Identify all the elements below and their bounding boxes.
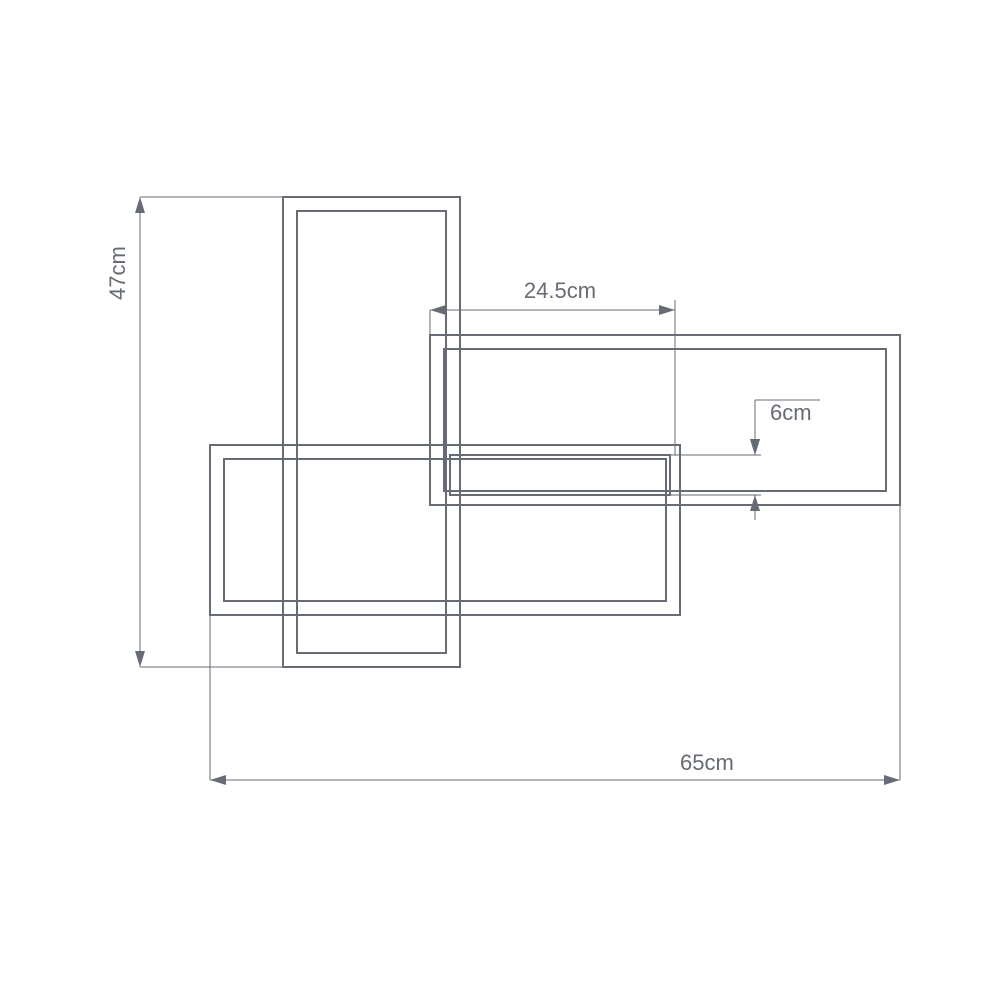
dimension-drawing: 47cm 65cm 24.5cm 6cm [0, 0, 1000, 1000]
dim-label-height: 47cm [105, 246, 130, 300]
dim-label-width: 65cm [680, 750, 734, 775]
dim-label-24-5: 24.5cm [524, 278, 596, 303]
dim-label-thickness: 6cm [770, 400, 812, 425]
